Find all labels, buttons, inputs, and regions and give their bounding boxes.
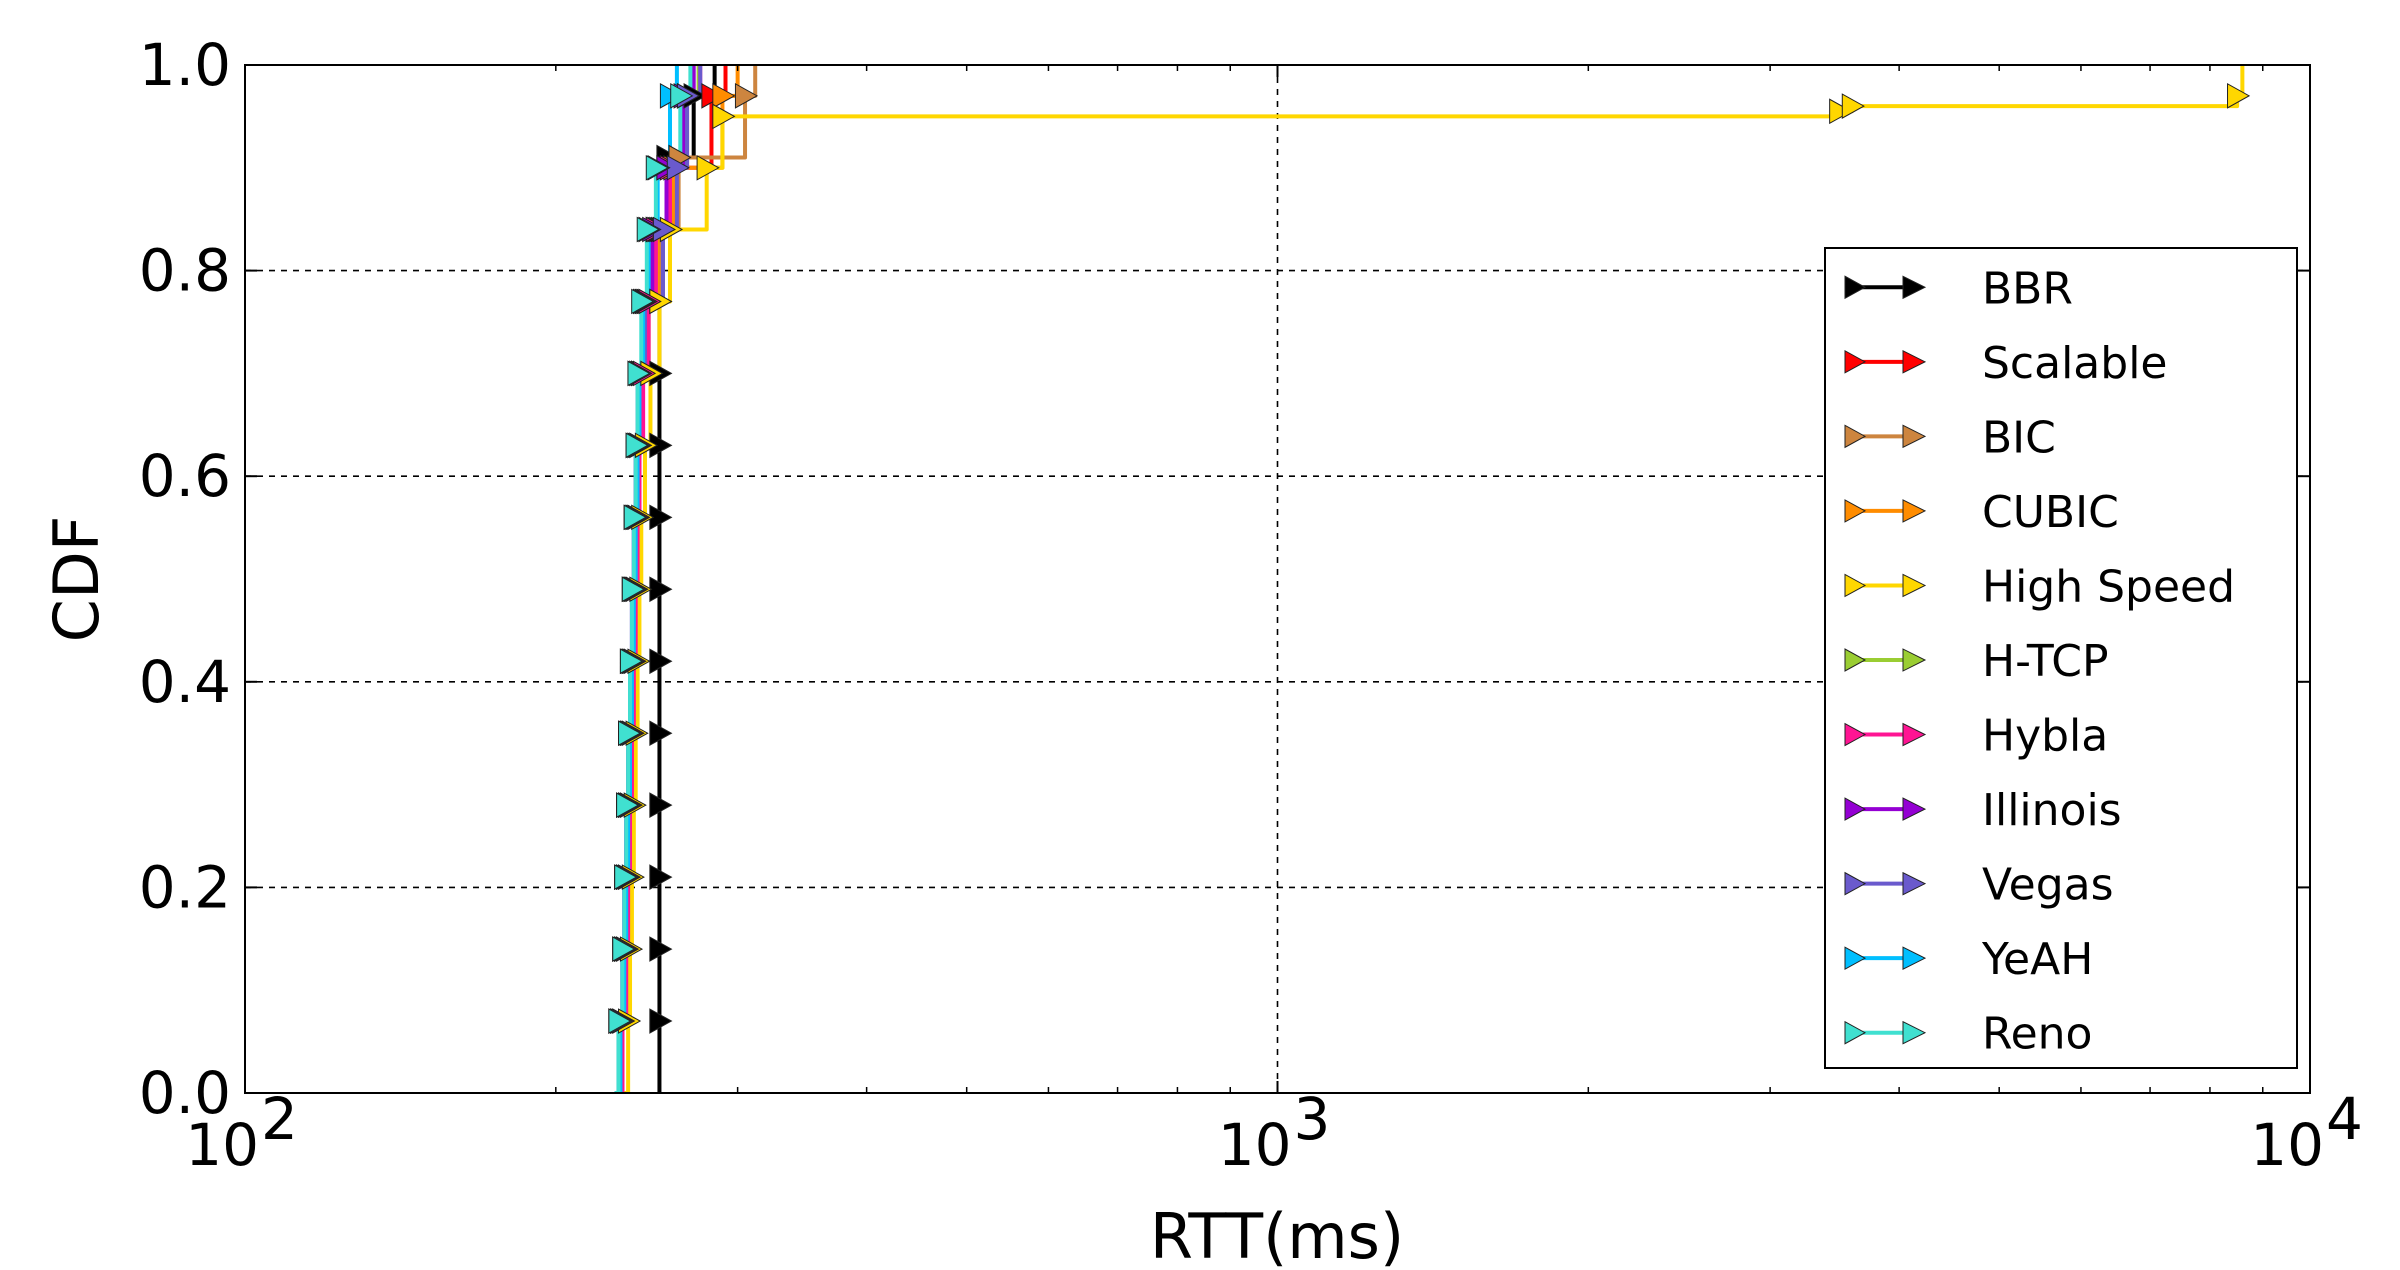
legend-swatch-marker bbox=[1902, 499, 1927, 523]
legend-label: YeAH bbox=[1981, 934, 2093, 985]
legend-swatch-marker bbox=[1844, 946, 1867, 971]
series-marker-reno bbox=[623, 504, 647, 531]
y-tick-label: 0.0 bbox=[139, 1059, 231, 1127]
legend-swatch-marker bbox=[1902, 424, 1927, 449]
y-tick-label: 0.8 bbox=[139, 237, 231, 305]
legend-swatch-marker bbox=[1902, 350, 1927, 374]
legend-entry-bic: BIC bbox=[1844, 412, 2056, 463]
series-marker-high-speed bbox=[1841, 93, 1865, 119]
legend-entry-reno: Reno bbox=[1844, 1009, 2092, 1060]
series-marker-cubic bbox=[712, 82, 736, 109]
x-tick-label: 10 4 bbox=[2250, 1085, 2363, 1179]
legend-entry-illinois: Illinois bbox=[1844, 785, 2122, 836]
legend-entry-scalable: Scalable bbox=[1844, 338, 2168, 389]
svg-text:10: 10 bbox=[2250, 1111, 2324, 1179]
legend-label: Hybla bbox=[1982, 711, 2108, 762]
legend-swatch-marker bbox=[1844, 424, 1867, 449]
legend-swatch-marker bbox=[1902, 871, 1927, 896]
x-axis-title: RTT(ms) bbox=[1150, 1200, 1404, 1270]
legend-entry-yeah: YeAH bbox=[1844, 934, 2093, 985]
legend-swatch-marker bbox=[1844, 573, 1867, 598]
series-marker-high-speed bbox=[712, 103, 736, 130]
y-tick-label: 0.2 bbox=[139, 853, 231, 921]
legend-label: Scalable bbox=[1982, 338, 2168, 389]
series-marker-reno bbox=[612, 936, 636, 962]
x-tick-label: 10 3 bbox=[1218, 1085, 1331, 1179]
legend-swatch-marker bbox=[1902, 946, 1927, 970]
series-marker-bbr bbox=[649, 864, 673, 890]
svg-text:10: 10 bbox=[1218, 1111, 1292, 1179]
legend-entry-high-speed: High Speed bbox=[1844, 561, 2235, 612]
legend-entry-hybla: Hybla bbox=[1844, 711, 2108, 762]
series-marker-reno bbox=[608, 1008, 632, 1034]
series-marker-reno bbox=[616, 792, 640, 819]
legend-swatch-marker bbox=[1902, 275, 1927, 300]
legend-label: CUBIC bbox=[1982, 487, 2119, 538]
axis-ticks: 0.00.20.40.60.81.010 2 10 3 10 4 bbox=[139, 31, 2363, 1179]
legend-swatch-marker bbox=[1902, 648, 1927, 672]
legend-swatch-marker bbox=[1844, 722, 1867, 747]
legend-swatch-marker bbox=[1844, 275, 1867, 300]
series-marker-bbr bbox=[649, 936, 673, 962]
legend-swatch-marker bbox=[1844, 871, 1867, 896]
series-marker-reno bbox=[631, 288, 655, 315]
legend-swatch-marker bbox=[1844, 499, 1867, 523]
legend-swatch-marker bbox=[1902, 1020, 1927, 1045]
legend-label: Illinois bbox=[1982, 785, 2122, 836]
series-marker-high-speed bbox=[1829, 98, 1853, 125]
series-marker-reno bbox=[670, 82, 694, 109]
legend-label: Vegas bbox=[1982, 860, 2114, 911]
series-marker-reno bbox=[618, 720, 642, 747]
legend-swatch-marker bbox=[1844, 1020, 1867, 1045]
series-marker-bbr bbox=[649, 792, 673, 819]
series-marker-bbr bbox=[649, 720, 673, 747]
legend: BBR Scalable BIC CUBIC High Speed H-TCP Hybla I… bbox=[1824, 247, 2298, 1069]
series-marker-reno bbox=[619, 648, 644, 675]
legend-entry-vegas: Vegas bbox=[1844, 860, 2114, 911]
x-tick-label: 10 2 bbox=[185, 1085, 298, 1179]
series-marker-reno bbox=[614, 864, 638, 890]
y-axis-title: CDF bbox=[40, 516, 113, 643]
legend-entry-h-tcp: H-TCP bbox=[1844, 636, 2108, 687]
svg-text:10: 10 bbox=[185, 1111, 259, 1179]
series-marker-reno bbox=[621, 576, 645, 603]
svg-text:4: 4 bbox=[2326, 1085, 2363, 1153]
legend-swatch-marker bbox=[1902, 573, 1927, 598]
series-marker-reno bbox=[625, 432, 649, 459]
svg-text:2: 2 bbox=[261, 1085, 298, 1153]
legend-swatch-marker bbox=[1844, 648, 1867, 672]
legend-label: BBR bbox=[1982, 263, 2073, 314]
series-marker-reno bbox=[627, 360, 651, 387]
legend-entry-bbr: BBR bbox=[1844, 263, 2073, 314]
legend-entry-cubic: CUBIC bbox=[1844, 487, 2119, 538]
y-tick-label: 0.6 bbox=[139, 442, 231, 510]
legend-swatch-marker bbox=[1844, 797, 1867, 821]
y-tick-label: 0.4 bbox=[139, 648, 231, 716]
y-tick-label: 1.0 bbox=[139, 31, 231, 99]
series-marker-reno bbox=[645, 154, 669, 181]
series-markers bbox=[608, 82, 2251, 1034]
series-marker-high-speed bbox=[696, 154, 720, 181]
legend-swatch-marker bbox=[1844, 349, 1867, 374]
series-marker-bbr bbox=[649, 1008, 673, 1034]
series-marker-reno bbox=[636, 216, 660, 243]
legend-label: BIC bbox=[1982, 412, 2056, 463]
series-marker-high-speed bbox=[2227, 82, 2251, 109]
legend-label: Reno bbox=[1982, 1009, 2092, 1060]
legend-label: High Speed bbox=[1982, 561, 2235, 612]
svg-text:3: 3 bbox=[1294, 1085, 1331, 1153]
legend-swatch-marker bbox=[1902, 797, 1927, 821]
legend-label: H-TCP bbox=[1982, 636, 2108, 687]
legend-swatch-marker bbox=[1902, 722, 1927, 747]
